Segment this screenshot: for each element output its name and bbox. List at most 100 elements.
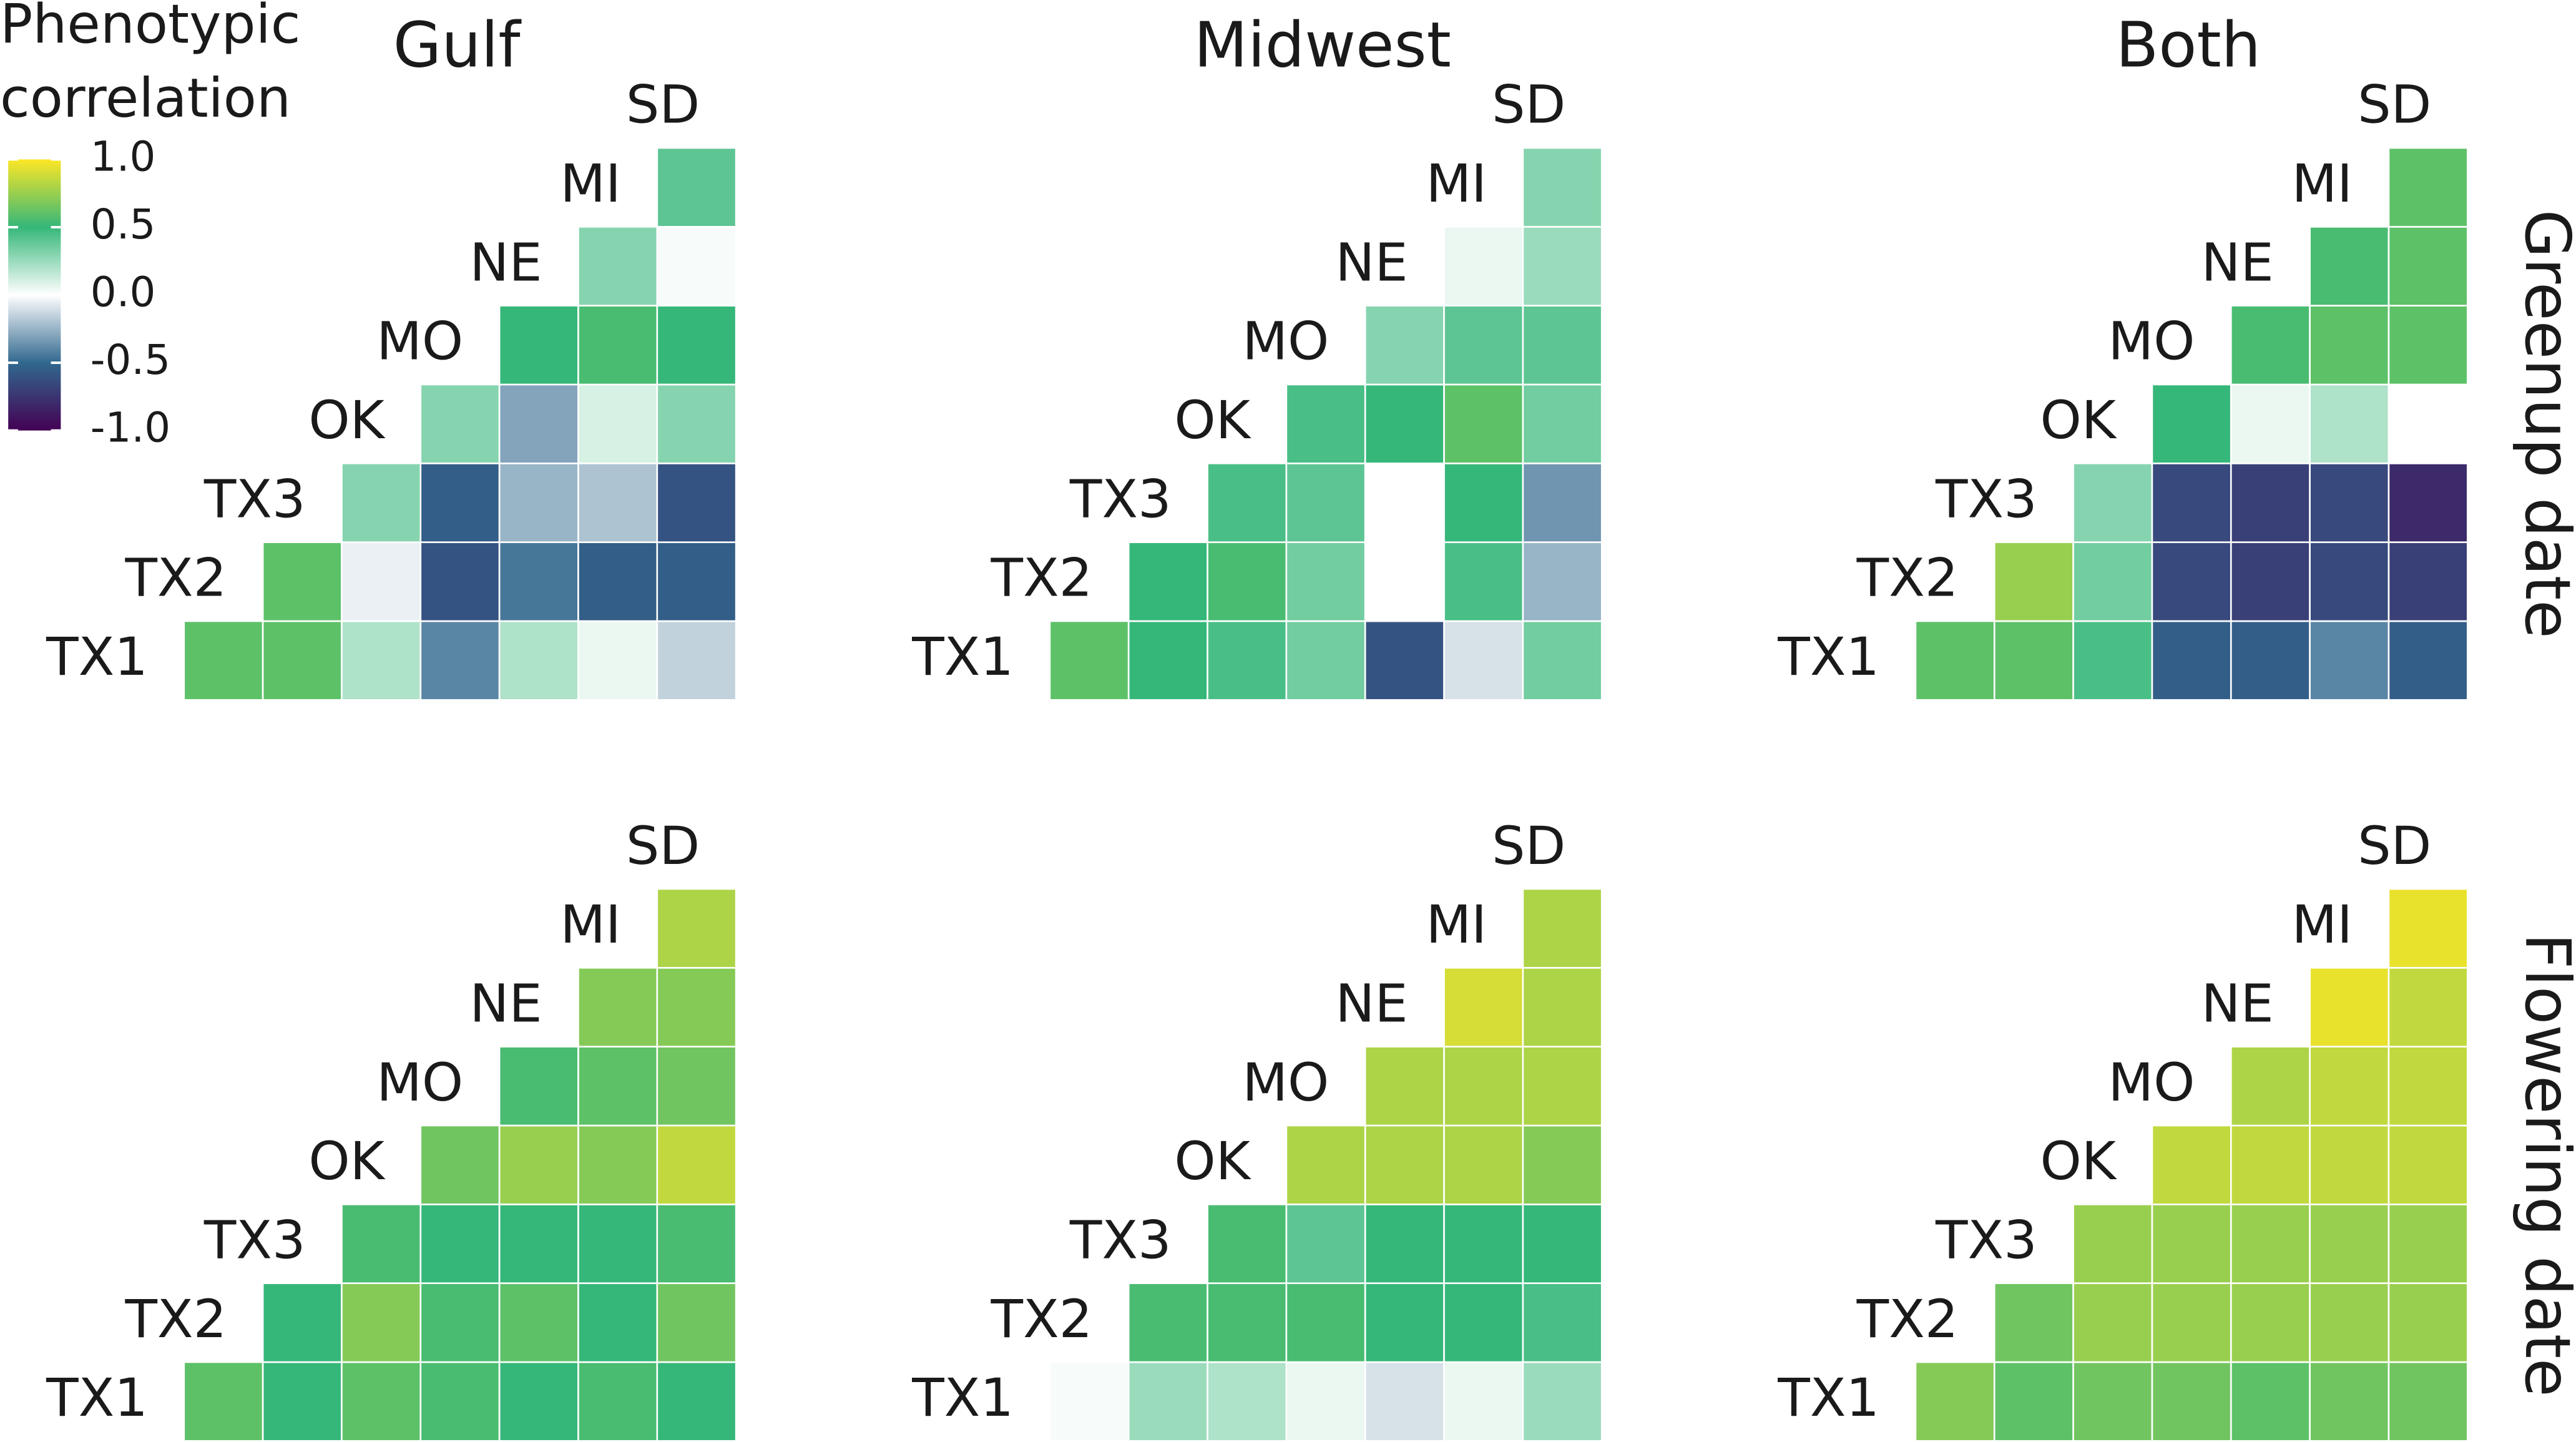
heatmap-cell: [577, 1361, 659, 1442]
heatmap-cell: [2387, 1361, 2469, 1442]
heatmap-cell: [498, 1204, 579, 1284]
heatmap-cell: [1522, 462, 1603, 543]
heatmap-cell: [419, 462, 501, 543]
heatmap-cell: [577, 305, 659, 386]
heatmap-cell: [2387, 541, 2469, 622]
heatmap-cell: [1364, 1282, 1445, 1363]
heatmap-cell: [341, 462, 422, 543]
heatmap-cell: [2230, 541, 2311, 622]
heatmap-cell: [1522, 541, 1603, 622]
heatmap-cell: [1522, 305, 1603, 386]
heatmap-cell: [1443, 1204, 1524, 1284]
heatmap-cell: [1522, 1204, 1603, 1284]
heatmap-cell: [498, 1124, 579, 1205]
heatmap-cell: [2151, 1204, 2232, 1284]
heatmap-cell: [2230, 1124, 2311, 1205]
heatmap-cell: [498, 620, 579, 701]
site-label: MI: [560, 894, 621, 955]
heatmap-cell: [2072, 462, 2153, 543]
site-label: OK: [1174, 390, 1251, 451]
site-label: MI: [1426, 153, 1487, 214]
heatmap-cell: [2151, 1282, 2232, 1363]
heatmap-cell: [341, 1282, 422, 1363]
heatmap-cell: [2230, 1204, 2311, 1284]
heatmap-cell: [577, 1204, 659, 1284]
heatmap-cell: [656, 1204, 737, 1284]
site-label: TX1: [46, 626, 148, 687]
heatmap-cell: [656, 1124, 737, 1205]
heatmap-cell: [1522, 383, 1603, 464]
heatmap-cell: [419, 1204, 501, 1284]
heatmap-cell: [1443, 1124, 1524, 1205]
heatmap-cell: [2151, 620, 2232, 701]
column-title: Both: [2116, 8, 2261, 81]
site-label: TX2: [991, 547, 1093, 609]
heatmap-cell: [419, 541, 501, 622]
heatmap-cell: [498, 1046, 579, 1127]
heatmap-cell: [1285, 541, 1366, 622]
site-label: TX3: [1069, 1209, 1172, 1270]
heatmap-cell: [2072, 541, 2153, 622]
site-label: MO: [2108, 1052, 2195, 1113]
heatmap-cell: [656, 462, 737, 543]
heatmap-cell: [419, 620, 501, 701]
heatmap-cell: [2151, 383, 2232, 464]
heatmap-cell: [2309, 383, 2390, 464]
heatmap-cell: [1049, 1361, 1130, 1442]
heatmap-cell: [498, 462, 579, 543]
heatmap-cell: [2230, 1046, 2311, 1127]
heatmap-cell: [656, 967, 737, 1047]
heatmap-cell: [262, 541, 343, 622]
heatmap-cell: [2387, 967, 2469, 1047]
heatmap-cell: [1993, 1361, 2074, 1442]
heatmap-cell: [1443, 967, 1524, 1047]
heatmap-cell: [419, 1361, 501, 1442]
heatmap-cell: [1049, 620, 1130, 701]
site-label: TX3: [203, 468, 306, 529]
heatmap-cell: [1522, 888, 1603, 969]
heatmap-cell: [1522, 147, 1603, 228]
heatmap-cell: [1364, 1124, 1445, 1205]
column-title: Gulf: [393, 8, 522, 81]
site-label: OK: [2040, 390, 2117, 451]
site-label: TX2: [124, 1288, 227, 1350]
heatmap-cell: [419, 383, 501, 464]
colorbar-tick-label: -1.0: [91, 404, 170, 452]
heatmap-cell: [1522, 225, 1603, 307]
heatmap-cell: [2387, 147, 2469, 228]
site-label: TX3: [1069, 468, 1172, 529]
heatmap-cell: [1207, 1282, 1288, 1363]
heatmap-cell: [2151, 462, 2232, 543]
site-label: MO: [1242, 311, 1329, 372]
heatmap-cell: [1443, 305, 1524, 386]
site-label: SD: [626, 74, 700, 135]
site-label: MI: [2292, 894, 2353, 955]
site-label: SD: [1492, 815, 1565, 876]
heatmap-cell: [1364, 1361, 1445, 1442]
heatmap-cell: [1993, 1282, 2074, 1363]
heatmap-cell: [262, 1361, 343, 1442]
heatmap-cell: [1285, 620, 1366, 701]
heatmap-cell: [656, 888, 737, 969]
site-label: MI: [1426, 894, 1487, 955]
heatmap-cell: [1993, 620, 2074, 701]
site-label: SD: [2358, 815, 2431, 876]
heatmap-cell: [577, 462, 659, 543]
heatmap-cell: [2387, 225, 2469, 307]
site-label: TX3: [203, 1209, 306, 1270]
heatmap-cell: [2387, 1282, 2469, 1363]
site-label: NE: [2201, 973, 2273, 1034]
heatmap-cell: [656, 620, 737, 701]
heatmap-cell: [1364, 305, 1445, 386]
heatmap-cell: [577, 383, 659, 464]
heatmap-cell: [2387, 462, 2469, 543]
site-label: NE: [469, 973, 542, 1034]
heatmap-cell: [1522, 1361, 1603, 1442]
heatmap-cell: [1522, 1282, 1603, 1363]
heatmap-cell: [2387, 1046, 2469, 1127]
heatmap-cell: [341, 1204, 422, 1284]
heatmap-cell: [2309, 541, 2390, 622]
site-label: NE: [1335, 973, 1408, 1034]
heatmap-cell: [1207, 1361, 1288, 1442]
site-label: TX3: [1935, 1209, 2037, 1270]
